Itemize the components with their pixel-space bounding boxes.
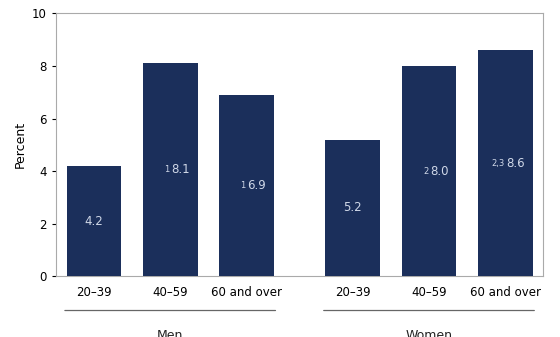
Y-axis label: Percent: Percent <box>13 121 26 168</box>
Text: 5.2: 5.2 <box>344 202 362 214</box>
Bar <box>478 50 533 276</box>
Bar <box>219 95 274 276</box>
Bar <box>402 66 456 276</box>
Bar <box>67 166 122 276</box>
Text: 8.1: 8.1 <box>171 163 190 176</box>
Text: 1: 1 <box>240 181 245 190</box>
Bar <box>143 63 198 276</box>
Text: 2,3: 2,3 <box>491 159 505 168</box>
Text: 8.6: 8.6 <box>506 157 525 170</box>
Text: 6.9: 6.9 <box>247 179 266 192</box>
Text: 4.2: 4.2 <box>85 215 104 227</box>
Text: 2: 2 <box>423 167 428 176</box>
Bar <box>325 140 380 276</box>
Text: 8.0: 8.0 <box>430 165 448 178</box>
Text: Women: Women <box>405 329 452 337</box>
Text: Men: Men <box>157 329 183 337</box>
Text: 1: 1 <box>164 165 170 174</box>
